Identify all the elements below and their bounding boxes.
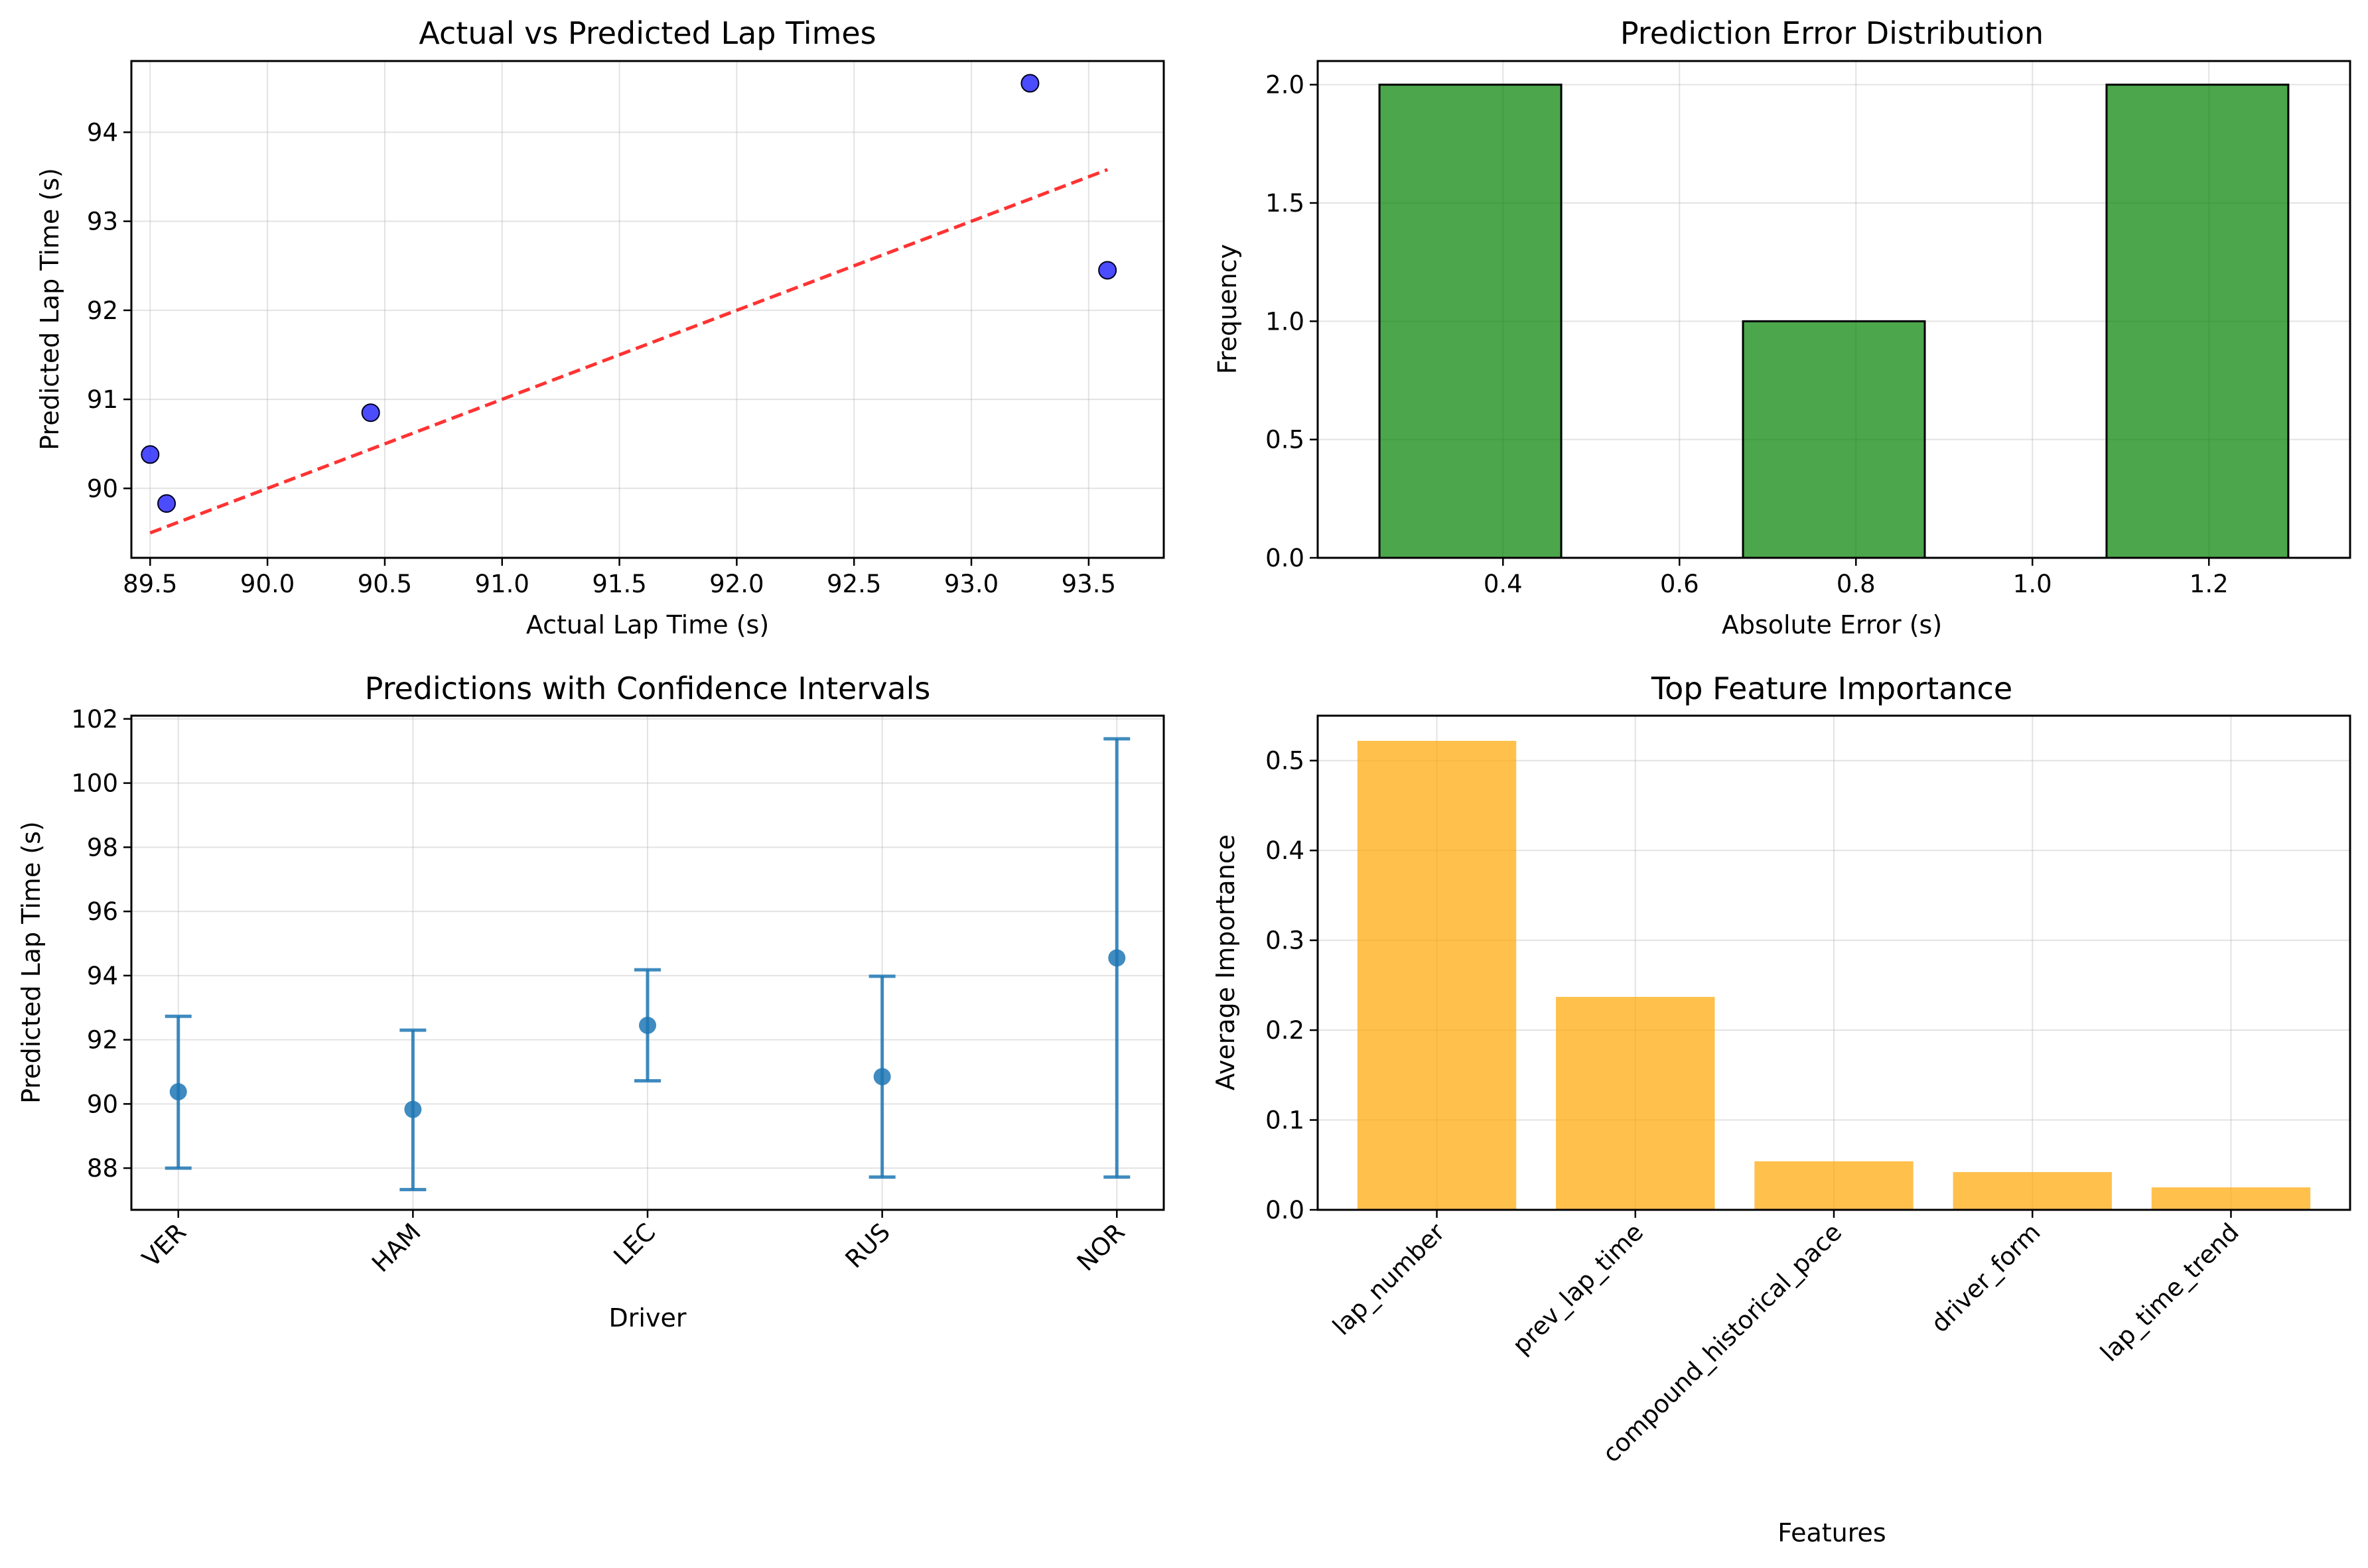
feature-importance-y-tick-label: 0.1 [1265, 1106, 1304, 1135]
errorbar-y-tick-label: 92 [87, 1026, 118, 1055]
scatter-y-tick-label: 90 [87, 474, 118, 503]
errorbar-title: Predictions with Confidence Intervals [365, 671, 931, 706]
errorbar-y-tick-label: 102 [71, 705, 118, 734]
perfect-prediction-line [149, 168, 1109, 535]
histogram-x-tick-label: 0.6 [1660, 570, 1699, 598]
scatter-x-tick-label: 93.5 [1062, 570, 1116, 598]
errorbar-item [165, 1014, 192, 1170]
feature-importance-y-tick-label: 0.2 [1265, 1016, 1304, 1045]
scatter-x-tick-label: 93.0 [944, 570, 999, 598]
histogram-bars [1378, 84, 2290, 559]
prediction-point [1108, 949, 1126, 967]
scatter-ticks: 89.5 90.0 90.5 91.0 91.5 92.0 92.5 93.0 93.5 90 91… [87, 118, 1116, 598]
scatter-x-axis-label: Actual Lap Time (s) [526, 610, 769, 639]
errorbar-y-tick-label: 96 [87, 897, 118, 926]
scatter-y-axis-label: Predicted Lap Time (s) [35, 168, 64, 450]
histogram-y-tick-label: 0.5 [1265, 426, 1304, 454]
scatter-x-tick-label: 89.5 [123, 570, 177, 598]
feature-importance-bar [1357, 740, 1517, 1210]
scatter-y-tick-label: 93 [87, 208, 118, 236]
feature-importance-y-tick-label: 0.5 [1265, 747, 1304, 775]
scatter-x-tick-label: 92.5 [827, 570, 881, 598]
scatter-panel: Actual vs Predicted Lap Times 89.5 90.0 90… [35, 15, 1165, 639]
feature-importance-y-tick-label: 0.0 [1265, 1196, 1304, 1224]
histogram-title: Prediction Error Distribution [1620, 15, 2044, 51]
errorbar-y-tick-label: 90 [87, 1090, 118, 1118]
feature-importance-bar [2151, 1187, 2311, 1210]
errorbar-y-tick-label: 100 [71, 769, 118, 798]
scatter-grid [131, 61, 1164, 558]
errorbar-item [399, 1028, 427, 1192]
scatter-axes-frame [130, 60, 1165, 559]
histogram-bar [1378, 84, 1563, 559]
scatter-point [141, 445, 160, 464]
feature-importance-title: Top Feature Importance [1651, 671, 2012, 706]
prediction-point [404, 1100, 422, 1118]
feature-importance-x-axis-label: Features [1777, 1518, 1886, 1547]
prediction-point [639, 1016, 656, 1034]
scatter-y-tick-label: 91 [87, 385, 118, 414]
errorbar-y-tick-label: 88 [87, 1154, 118, 1183]
scatter-x-tick-label: 90.0 [240, 570, 295, 598]
histogram-bar [1742, 320, 1926, 559]
histogram-panel: Prediction Error Distribution 0.4 0.6 0.8 1… [1213, 15, 2351, 639]
scatter-x-tick-label: 91.0 [475, 570, 529, 598]
errorbar-item [869, 974, 896, 1179]
histogram-y-tick-label: 2.0 [1265, 71, 1304, 99]
feature-importance-y-axis-label: Average Importance [1211, 834, 1240, 1090]
errorbar-item [634, 968, 661, 1083]
errorbar-item [1103, 737, 1131, 1179]
scatter-point [157, 494, 176, 513]
feature-importance-bar [1754, 1161, 1914, 1210]
histogram-y-tick-label: 1.5 [1265, 189, 1304, 218]
histogram-y-tick-label: 1.0 [1265, 307, 1304, 336]
feature-importance-y-tick-label: 0.4 [1265, 836, 1304, 865]
scatter-x-tick-label: 92.0 [709, 570, 764, 598]
errorbar-y-tick-label: 94 [87, 962, 118, 990]
prediction-point [873, 1068, 891, 1086]
histogram-x-tick-label: 0.4 [1484, 570, 1523, 598]
scatter-y-tick-label: 92 [87, 296, 118, 325]
histogram-axes-frame [1316, 60, 2351, 559]
feature-importance-bar [1953, 1172, 2112, 1210]
errorbar-y-axis-label: Predicted Lap Time (s) [17, 821, 46, 1104]
scatter-reference-line [149, 168, 1109, 535]
histogram-x-tick-label: 0.8 [1837, 570, 1876, 598]
feature-importance-bars [1357, 740, 2311, 1210]
errorbar-y-tick-label: 98 [87, 833, 118, 862]
histogram-ticks: 0.4 0.6 0.8 1.0 1.2 0.0 0.5 1.0 1.5 2.0 [1265, 71, 2228, 598]
histogram-x-tick-label: 1.0 [2013, 570, 2052, 598]
scatter-title: Actual vs Predicted Lap Times [419, 15, 876, 51]
feature-importance-bar [1556, 996, 1715, 1210]
feature-importance-y-tick-label: 0.3 [1265, 927, 1304, 955]
scatter-points [141, 74, 1117, 513]
errorbar-panel: Predictions with Confidence Intervals 88… [17, 671, 1165, 1333]
scatter-point [1098, 261, 1117, 280]
scatter-x-tick-label: 91.5 [592, 570, 646, 598]
scatter-y-tick-label: 94 [87, 118, 118, 147]
errorbar-series [165, 737, 1131, 1192]
histogram-x-axis-label: Absolute Error (s) [1722, 610, 1942, 639]
scatter-point [1020, 74, 1040, 93]
prediction-point [169, 1082, 187, 1100]
histogram-y-axis-label: Frequency [1213, 244, 1242, 374]
histogram-y-tick-label: 0.0 [1265, 544, 1304, 572]
errorbar-x-axis-label: Driver [609, 1303, 687, 1333]
histogram-x-tick-label: 1.2 [2190, 570, 2229, 598]
scatter-point [361, 403, 380, 423]
scatter-x-tick-label: 90.5 [358, 570, 412, 598]
histogram-bar [2105, 84, 2290, 559]
